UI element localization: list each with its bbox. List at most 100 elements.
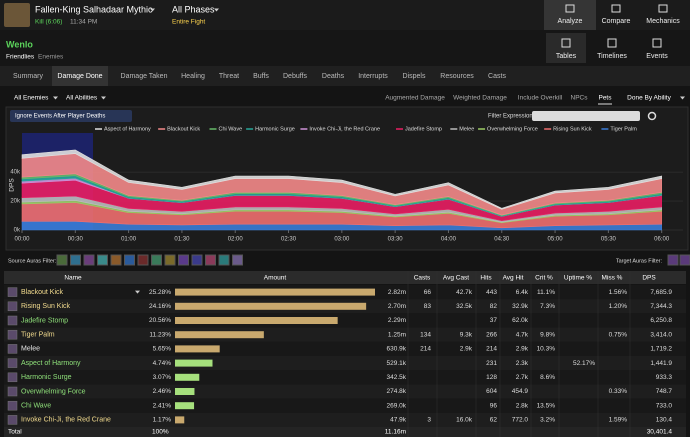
- option[interactable]: NPCs: [571, 95, 589, 102]
- ability-name[interactable]: Aspect of Harmony: [21, 360, 81, 367]
- nav-item[interactable]: Mechanics: [646, 18, 680, 25]
- aura-icon[interactable]: [679, 254, 690, 266]
- tab[interactable]: Buffs: [253, 73, 269, 80]
- nav-item[interactable]: Compare: [602, 18, 631, 25]
- column-header[interactable]: DPS: [642, 275, 656, 282]
- option[interactable]: Pets: [598, 95, 612, 102]
- cell-miss: 0.33%: [609, 388, 628, 395]
- ability-icon: [7, 287, 18, 297]
- table-row[interactable]: [4, 370, 686, 385]
- table-row[interactable]: [4, 313, 686, 328]
- ability-icon: [7, 372, 18, 383]
- tab[interactable]: Summary: [13, 73, 43, 80]
- aura-icon[interactable]: [205, 254, 216, 266]
- cell-avg-hit: 2.9k: [516, 346, 529, 353]
- column-header[interactable]: Miss %: [602, 275, 623, 282]
- ability-name[interactable]: Overwhelming Force: [21, 388, 86, 395]
- option[interactable]: Done By Ability: [627, 95, 671, 102]
- aura-icon[interactable]: [667, 254, 679, 266]
- x-tick-label: 00:00: [14, 237, 30, 243]
- cell-amount: 630.9k: [386, 346, 406, 353]
- aura-icon[interactable]: [151, 254, 162, 266]
- option[interactable]: Augmented Damage: [385, 95, 445, 102]
- aura-icon[interactable]: [83, 254, 95, 266]
- column-header[interactable]: Hits: [480, 275, 492, 282]
- view-icon: [652, 38, 662, 48]
- filter-input[interactable]: [532, 111, 640, 121]
- table-row[interactable]: [4, 398, 686, 413]
- settings-icon[interactable]: [647, 111, 657, 121]
- aura-icon[interactable]: [164, 254, 176, 266]
- tab[interactable]: Damage Done: [57, 73, 102, 80]
- tab[interactable]: Healing: [181, 73, 205, 80]
- aura-icon[interactable]: [232, 254, 243, 266]
- column-header[interactable]: Crit %: [535, 275, 553, 282]
- column-header[interactable]: Uptime %: [564, 275, 592, 282]
- deaths-button-label[interactable]: Ignore Events After Player Deaths: [15, 114, 105, 120]
- caret-icon: [135, 290, 140, 294]
- tab[interactable]: Damage Taken: [121, 73, 168, 80]
- tab[interactable]: Casts: [488, 73, 506, 80]
- phase[interactable]: All Phases: [172, 4, 215, 14]
- aura-icon[interactable]: [137, 254, 149, 266]
- filter-enemies[interactable]: Enemies: [38, 54, 64, 61]
- total-percent: 100%: [152, 429, 169, 436]
- table-row[interactable]: [4, 384, 686, 399]
- ability-name[interactable]: Melee: [21, 346, 40, 353]
- option[interactable]: All Enemies: [14, 95, 49, 102]
- view-item[interactable]: Tables: [556, 53, 577, 60]
- ability-name[interactable]: Tiger Palm: [21, 332, 55, 339]
- tab[interactable]: Resources: [440, 73, 474, 80]
- view-item[interactable]: Timelines: [597, 53, 627, 60]
- ability-name[interactable]: Chi Wave: [21, 403, 51, 410]
- total-name: Total: [8, 429, 22, 436]
- ability-name[interactable]: Invoke Chi-Ji, the Red Crane: [21, 417, 111, 424]
- aura-icon[interactable]: [191, 254, 203, 266]
- table-row[interactable]: [4, 356, 686, 371]
- option[interactable]: All Abilities: [66, 95, 98, 102]
- aura-icon[interactable]: [218, 254, 230, 266]
- column-header[interactable]: Avg Hit: [503, 275, 524, 282]
- column-header[interactable]: Casts: [414, 275, 431, 282]
- option[interactable]: Weighted Damage: [453, 95, 507, 102]
- nav-item[interactable]: Analyze: [558, 18, 583, 25]
- cell-dps: 1,719.2: [650, 346, 672, 353]
- cell-avg-cast: 32.5k: [456, 303, 473, 310]
- column-header[interactable]: Amount: [264, 275, 287, 282]
- aura-icon[interactable]: [56, 254, 68, 266]
- ability-name[interactable]: Rising Sun Kick: [21, 303, 71, 310]
- ability-name[interactable]: Harmonic Surge: [21, 374, 72, 381]
- percent: 5.65%: [153, 346, 172, 353]
- view-item[interactable]: Events: [646, 53, 668, 60]
- option[interactable]: Include Overkill: [518, 95, 563, 102]
- cell-amount: 2.70m: [388, 303, 406, 310]
- aura-icon[interactable]: [110, 254, 122, 266]
- column-header[interactable]: Name: [64, 275, 82, 282]
- tab[interactable]: Dispels: [403, 73, 426, 80]
- cell-crit: 11.1%: [537, 289, 555, 296]
- tab[interactable]: Debuffs: [283, 73, 307, 80]
- deaths-button[interactable]: [10, 110, 132, 122]
- aura-icon[interactable]: [70, 254, 81, 266]
- table-row[interactable]: [4, 412, 686, 427]
- tab[interactable]: Threat: [219, 73, 239, 80]
- table-row[interactable]: [4, 327, 686, 342]
- caret-icon: [680, 96, 685, 100]
- percent: 25.28%: [149, 289, 171, 296]
- table-row[interactable]: [4, 341, 686, 356]
- encounter-name[interactable]: Fallen-King Salhadaar Mythic: [35, 4, 153, 14]
- x-tick-label: 01:00: [121, 237, 137, 243]
- aura-icon[interactable]: [124, 254, 135, 266]
- aura-icon[interactable]: [178, 254, 189, 266]
- filter-friendlies[interactable]: Friendlies: [6, 54, 35, 61]
- tab[interactable]: Interrupts: [358, 73, 388, 80]
- ability-name[interactable]: Blackout Kick: [21, 289, 64, 296]
- nav-icon: [658, 4, 668, 13]
- tab[interactable]: Deaths: [322, 73, 345, 80]
- aura-icon[interactable]: [97, 254, 108, 266]
- amount-bar: [175, 388, 195, 395]
- cell-hits: 231: [486, 360, 497, 367]
- ability-name[interactable]: Jadefire Stomp: [21, 317, 68, 324]
- cell-avg-cast: 16.0k: [456, 417, 473, 424]
- column-header[interactable]: Avg Cast: [443, 275, 469, 282]
